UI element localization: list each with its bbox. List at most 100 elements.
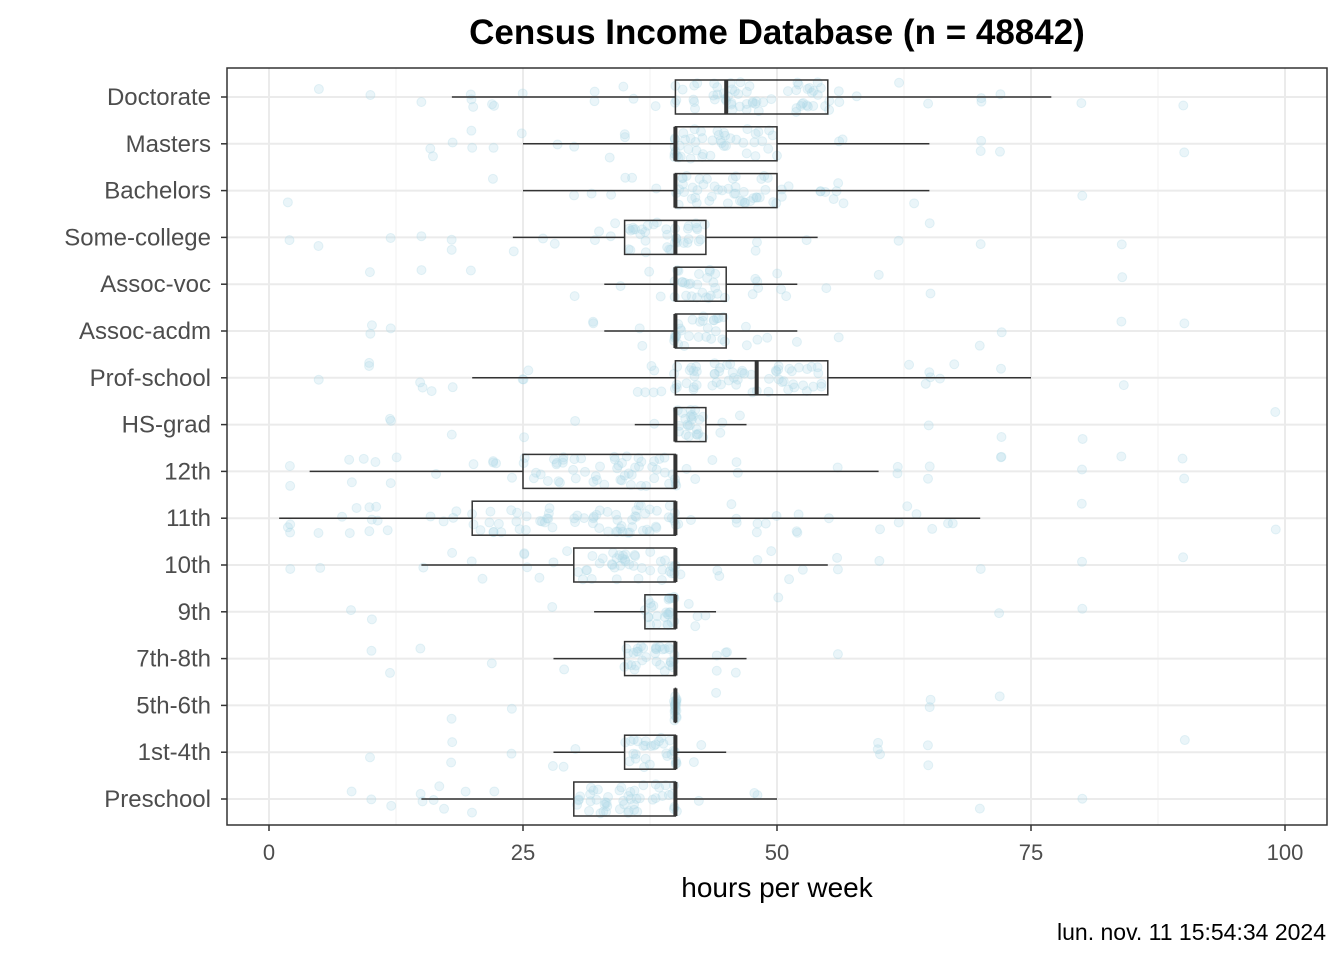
- jitter-point: [632, 736, 643, 747]
- jitter-point: [680, 134, 691, 145]
- jitter-point: [927, 523, 938, 534]
- jitter-point: [717, 185, 728, 196]
- jitter-point: [446, 429, 457, 440]
- jitter-point: [657, 644, 668, 655]
- jitter-point: [718, 127, 729, 138]
- jitter-point: [535, 515, 546, 526]
- jitter-point: [677, 277, 688, 288]
- jitter-point: [892, 461, 903, 472]
- jitter-point: [875, 749, 886, 760]
- jitter-point: [366, 794, 377, 805]
- jitter-point: [597, 553, 608, 564]
- boxplot-bachelors: [523, 172, 930, 209]
- jitter-point: [460, 786, 471, 797]
- jitter-point: [488, 526, 499, 537]
- jitter-point: [591, 509, 602, 520]
- box-iqr: [674, 360, 829, 396]
- jitter-point: [511, 516, 522, 527]
- jitter-point: [725, 133, 736, 144]
- jitter-point: [924, 218, 935, 229]
- jitter-point: [630, 551, 641, 562]
- jitter-point: [628, 647, 639, 658]
- jitter-point: [446, 713, 457, 724]
- jitter-point: [447, 737, 458, 748]
- jitter-point: [370, 457, 381, 468]
- jitter-point: [659, 643, 670, 654]
- jitter-point: [709, 368, 720, 379]
- jitter-point: [791, 336, 802, 347]
- jitter-point: [616, 475, 627, 486]
- jitter-point: [366, 514, 377, 525]
- jitter-point: [549, 238, 560, 249]
- jitter-point: [603, 526, 614, 537]
- jitter-point: [974, 340, 985, 351]
- jitter-point: [617, 457, 628, 468]
- jitter-point: [719, 336, 730, 347]
- jitter-point: [741, 340, 752, 351]
- jitter-point: [547, 522, 558, 533]
- jitter-point: [426, 386, 437, 397]
- jitter-point: [592, 784, 603, 795]
- jitter-point: [626, 660, 637, 671]
- jitter-point: [622, 659, 633, 670]
- jitter-point: [451, 506, 462, 517]
- jitter-point: [606, 559, 617, 570]
- jitter-point: [619, 799, 630, 810]
- jitter-point: [683, 144, 694, 155]
- jitter-point: [712, 82, 723, 93]
- jitter-point: [729, 86, 740, 97]
- jitter-point: [686, 414, 697, 425]
- jitter-point: [625, 225, 636, 236]
- jitter-point: [718, 140, 729, 151]
- jitter-point: [683, 598, 694, 609]
- jitter-point: [613, 460, 624, 471]
- jitter-point: [710, 326, 721, 337]
- jitter-point: [708, 277, 719, 288]
- jitter-point: [701, 173, 712, 184]
- jitter-point: [619, 470, 630, 481]
- y-tick-label: 1st-4th: [138, 739, 211, 766]
- jitter-point: [557, 457, 568, 468]
- jitter-point: [732, 374, 743, 385]
- jitter-point: [816, 381, 827, 392]
- jitter-point: [685, 133, 696, 144]
- jitter-point: [285, 563, 296, 574]
- jitter-point: [636, 456, 647, 467]
- jitter-point: [688, 757, 699, 768]
- jitter-point: [662, 609, 673, 620]
- jitter-point: [750, 273, 761, 284]
- jitter-point: [893, 235, 904, 246]
- jitter-point: [517, 88, 528, 99]
- jitter-point: [734, 101, 745, 112]
- jitter-point: [371, 501, 382, 512]
- x-tick-label: 50: [765, 840, 789, 865]
- jitter-point: [763, 373, 774, 384]
- jitter-point: [616, 782, 627, 793]
- jitter-point: [697, 287, 708, 298]
- jitter-point: [734, 410, 745, 421]
- jitter-point: [649, 473, 660, 484]
- jitter-point: [633, 573, 644, 584]
- jitter-point: [721, 359, 732, 370]
- jitter-point: [833, 178, 844, 189]
- jitter-point: [366, 645, 377, 656]
- jitter-point: [1116, 451, 1127, 462]
- jitter-point: [588, 513, 599, 524]
- jitter-point: [685, 514, 696, 525]
- jitter-point: [641, 524, 652, 535]
- jitter-point: [514, 524, 525, 535]
- jitter-point: [671, 382, 682, 393]
- jitter-point: [894, 77, 905, 88]
- jitter-point: [1116, 239, 1127, 250]
- jitter-point: [313, 527, 324, 538]
- jitter-point: [558, 454, 569, 465]
- jitter-point: [1077, 190, 1088, 201]
- jitter-point: [493, 518, 504, 529]
- boxplot-doctorate: [451, 79, 1052, 115]
- jitter-point: [651, 618, 662, 629]
- jitter-point: [661, 607, 672, 618]
- jitter-point: [739, 368, 750, 379]
- jitter-point: [781, 291, 792, 302]
- jitter-point: [643, 611, 654, 622]
- jitter-point: [813, 368, 824, 379]
